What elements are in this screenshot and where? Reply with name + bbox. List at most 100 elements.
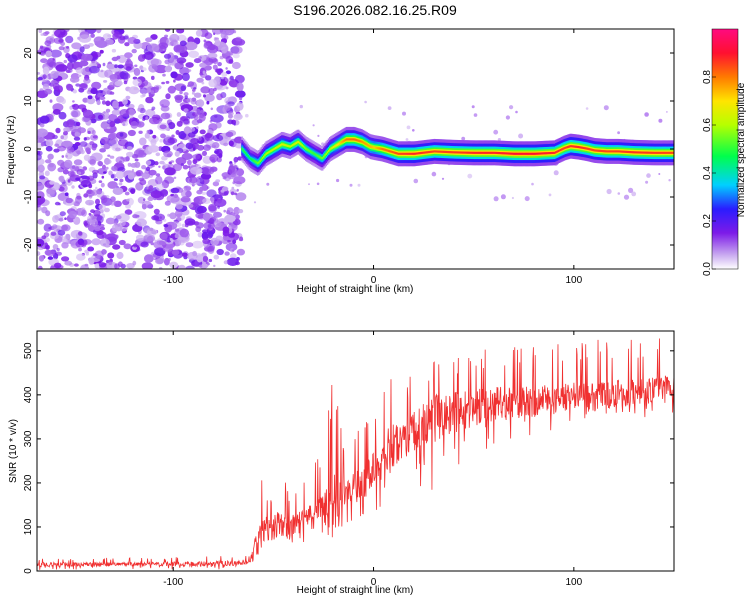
ridge-band-5	[615, 150, 617, 153]
noise-blob	[207, 52, 218, 59]
noise-blob	[193, 87, 197, 90]
noise-blob	[176, 29, 185, 34]
noise-blob	[50, 70, 59, 79]
ridge-band-5	[288, 145, 290, 148]
noise-blob	[99, 49, 104, 54]
ridge-band-5	[520, 152, 522, 155]
noise-blob	[77, 74, 82, 77]
noise-blob	[48, 86, 53, 90]
noise-blob	[196, 205, 207, 214]
faint-spot	[553, 170, 559, 176]
noise-blob	[222, 229, 230, 237]
ridge-band-5	[280, 143, 283, 146]
noise-blob	[102, 87, 110, 95]
noise-blob	[80, 179, 92, 188]
noise-blob	[128, 187, 136, 193]
noise-blob	[123, 80, 128, 85]
noise-blob	[174, 150, 180, 157]
ridge-band-5	[312, 152, 314, 155]
ridge-band-5	[428, 150, 431, 154]
ridge-band-5	[450, 151, 453, 154]
noise-blob	[183, 185, 192, 191]
noise-blob	[40, 33, 45, 36]
noise-blob	[173, 224, 178, 228]
noise-blob	[146, 43, 160, 52]
noise-blob	[124, 52, 133, 59]
ridge-band-5	[307, 149, 310, 152]
noise-blob	[128, 86, 140, 95]
faint-spot	[666, 111, 668, 113]
ridge-band-5	[589, 148, 592, 151]
noise-blob	[179, 228, 189, 238]
noise-blob	[141, 165, 147, 170]
noise-blob	[41, 235, 47, 240]
noise-blob	[124, 42, 130, 47]
ridge-band-5	[367, 144, 370, 147]
noise-blob	[97, 114, 104, 120]
ridge-band-5	[645, 151, 647, 154]
noise-blob	[107, 154, 111, 157]
noise-blob	[77, 171, 82, 175]
noise-blob	[40, 52, 45, 56]
ridge-band-5	[338, 142, 341, 145]
faint-spot	[500, 194, 506, 200]
noise-blob	[105, 108, 111, 113]
noise-blob	[214, 39, 221, 47]
noise-blob	[63, 59, 67, 64]
ridge-band-5	[553, 151, 556, 154]
noise-blob	[125, 95, 131, 100]
ridge-band-5	[664, 151, 666, 154]
noise-blob	[49, 99, 53, 103]
heatmap-y-tick-label: 10	[23, 95, 34, 107]
ridge-band-5	[517, 152, 520, 155]
noise-blob	[71, 104, 76, 108]
ridge-band-5	[278, 144, 281, 147]
ridge-band-5	[667, 151, 670, 154]
ridge-band-5	[488, 151, 491, 154]
noise-blob	[106, 126, 111, 130]
ridge-band-5	[306, 148, 308, 151]
noise-blob	[141, 67, 147, 72]
noise-blob	[187, 159, 192, 166]
faint-spot	[412, 129, 415, 132]
noise-blob	[233, 30, 237, 34]
noise-blob	[112, 244, 121, 250]
noise-blob	[45, 245, 49, 250]
faint-spot	[431, 171, 437, 177]
noise-blob	[55, 127, 61, 134]
noise-blob	[237, 156, 243, 161]
noise-blob	[155, 173, 161, 177]
noise-blob	[111, 109, 122, 116]
ridge-band-5	[653, 151, 656, 154]
noise-blob	[152, 134, 157, 139]
noise-blob	[47, 57, 56, 67]
noise-blob	[127, 172, 135, 180]
ridge-band-5	[544, 152, 546, 155]
noise-blob	[187, 251, 198, 261]
ridge-band-5	[470, 151, 473, 154]
noise-blob	[223, 209, 226, 213]
ridge-band-5	[380, 147, 383, 150]
ridge-band-5	[324, 154, 326, 157]
noise-blob	[215, 235, 224, 242]
noise-blob	[96, 188, 103, 195]
ridge-band-5	[637, 151, 640, 154]
noise-blob	[63, 159, 73, 168]
ridge-band-5	[550, 151, 552, 155]
ridge-band-5	[591, 148, 593, 151]
ridge-band-5	[601, 150, 604, 153]
ridge-band-5	[311, 151, 313, 154]
ridge-band-5	[562, 147, 564, 150]
noise-blob	[185, 265, 195, 269]
ridge-band-5	[484, 151, 486, 154]
noise-blob	[92, 169, 99, 174]
faint-spot	[471, 105, 475, 109]
noise-blob	[208, 203, 217, 212]
ridge-band-5	[389, 150, 391, 153]
noise-blob	[225, 86, 229, 90]
ridge-band-5	[249, 157, 252, 160]
ridge-band-5	[397, 152, 400, 155]
noise-blob	[174, 210, 183, 218]
noise-blob	[39, 123, 45, 128]
noise-blob	[238, 209, 244, 214]
